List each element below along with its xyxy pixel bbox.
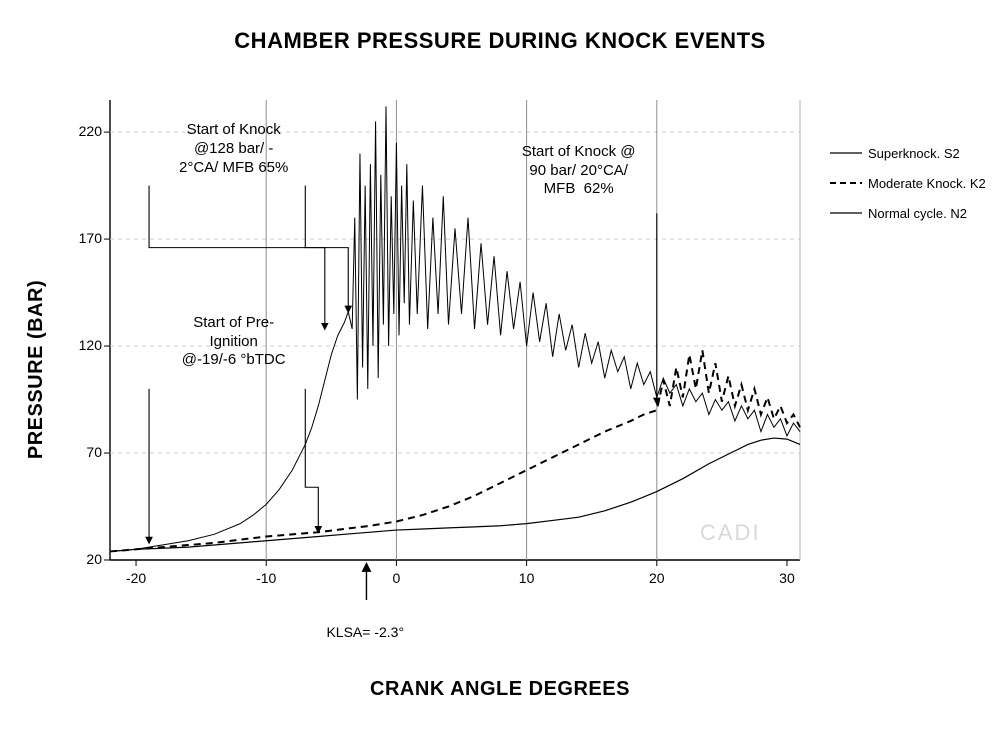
x-tick-label: 20 (645, 570, 669, 586)
x-axis-title: CRANK ANGLE DEGREES (0, 678, 1000, 701)
series-moderate-k2 (110, 350, 800, 551)
x-tick-label: 10 (515, 570, 539, 586)
legend-item: Superknock. S2 (830, 138, 986, 168)
x-tick-label: 30 (775, 570, 799, 586)
annotation-knock_start_s2: Start of Knock @128 bar/ - 2°CA/ MFB 65% (154, 121, 314, 177)
figure-container: CHAMBER PRESSURE DURING KNOCK EVENTS PRE… (0, 0, 1000, 739)
legend-label: Superknock. S2 (868, 146, 960, 161)
annotation-knock_start_k2: Start of Knock @ 90 bar/ 20°CA/ MFB 62% (499, 143, 659, 199)
y-tick-label: 20 (66, 551, 102, 567)
chart-title: CHAMBER PRESSURE DURING KNOCK EVENTS (0, 28, 1000, 54)
y-tick-label: 120 (66, 337, 102, 353)
legend-item: Moderate Knock. K2 (830, 168, 986, 198)
y-axis-title: PRESSURE (BAR) (22, 0, 52, 739)
annotation-pre_ignition: Start of Pre- Ignition @-19/-6 °bTDC (154, 314, 314, 370)
x-tick-label: -10 (254, 570, 278, 586)
x-tick-label: -20 (124, 570, 148, 586)
y-tick-label: 70 (66, 444, 102, 460)
legend-label: Moderate Knock. K2 (868, 176, 986, 191)
legend-label: Normal cycle. N2 (868, 206, 967, 221)
y-tick-label: 220 (66, 123, 102, 139)
y-tick-label: 170 (66, 230, 102, 246)
legend: Superknock. S2 Moderate Knock. K2 Normal c… (830, 138, 986, 228)
watermark: CADI (700, 520, 761, 546)
klsa-label: KLSA= -2.3° (326, 624, 404, 640)
legend-item: Normal cycle. N2 (830, 198, 986, 228)
x-tick-label: 0 (384, 570, 408, 586)
